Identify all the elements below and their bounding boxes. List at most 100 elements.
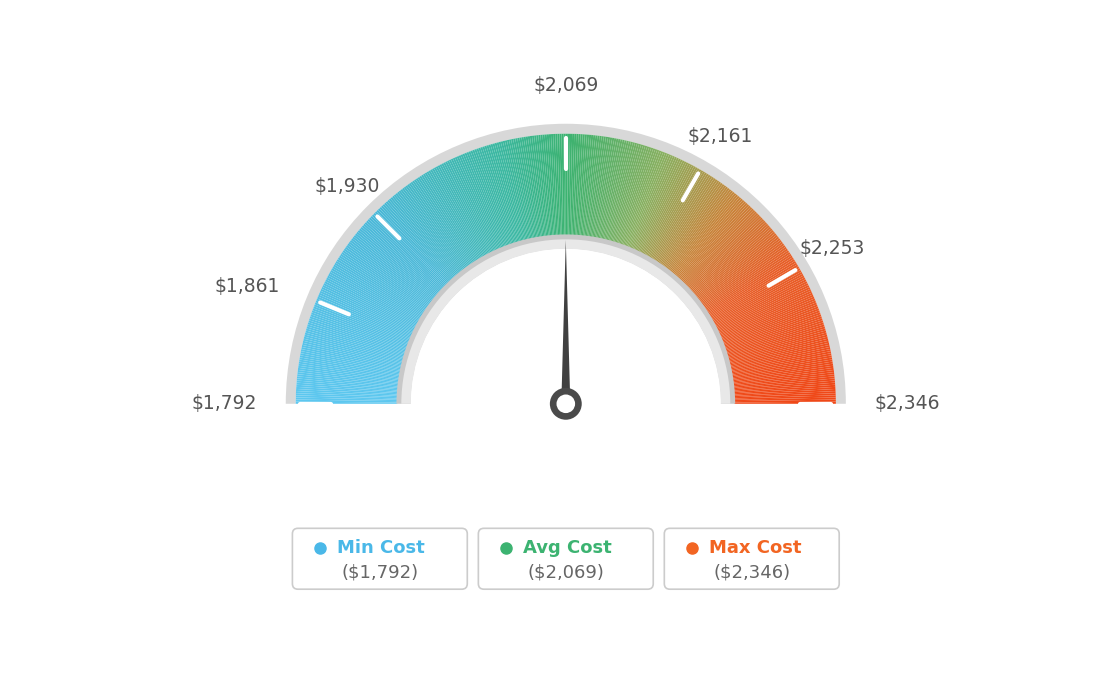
Wedge shape	[296, 395, 397, 400]
Wedge shape	[523, 137, 541, 237]
Wedge shape	[518, 138, 537, 238]
Wedge shape	[640, 161, 687, 253]
Wedge shape	[296, 389, 397, 396]
Wedge shape	[299, 359, 400, 377]
Wedge shape	[490, 144, 520, 242]
Wedge shape	[339, 255, 425, 313]
Wedge shape	[654, 173, 709, 261]
Wedge shape	[349, 241, 432, 304]
Wedge shape	[314, 306, 408, 344]
Wedge shape	[298, 364, 400, 380]
Wedge shape	[421, 175, 477, 262]
Wedge shape	[396, 235, 735, 404]
Wedge shape	[388, 200, 456, 277]
Wedge shape	[546, 135, 555, 236]
Wedge shape	[715, 282, 807, 328]
Wedge shape	[296, 391, 397, 397]
Wedge shape	[492, 144, 521, 242]
Wedge shape	[619, 148, 654, 245]
Wedge shape	[671, 193, 736, 273]
Wedge shape	[375, 211, 448, 285]
Wedge shape	[423, 173, 478, 261]
Wedge shape	[297, 378, 399, 389]
Wedge shape	[551, 134, 558, 236]
Wedge shape	[359, 228, 438, 295]
Wedge shape	[300, 353, 401, 373]
Wedge shape	[652, 172, 707, 260]
Wedge shape	[715, 279, 806, 328]
Wedge shape	[734, 395, 836, 400]
Wedge shape	[577, 135, 587, 236]
Wedge shape	[680, 206, 751, 281]
Wedge shape	[507, 140, 530, 239]
Wedge shape	[662, 183, 723, 267]
Wedge shape	[602, 140, 625, 239]
Wedge shape	[590, 137, 606, 237]
Wedge shape	[733, 382, 836, 392]
Wedge shape	[505, 140, 529, 240]
Wedge shape	[607, 142, 635, 242]
Wedge shape	[360, 227, 438, 295]
Wedge shape	[342, 250, 427, 309]
Wedge shape	[625, 151, 664, 247]
Text: $2,346: $2,346	[874, 394, 941, 413]
Text: Max Cost: Max Cost	[709, 539, 802, 557]
Wedge shape	[414, 179, 473, 265]
Wedge shape	[412, 180, 471, 266]
Wedge shape	[637, 159, 682, 252]
Wedge shape	[732, 362, 832, 379]
Wedge shape	[297, 380, 399, 391]
Wedge shape	[734, 402, 836, 404]
Wedge shape	[299, 362, 400, 379]
Wedge shape	[719, 293, 813, 336]
Text: $2,069: $2,069	[533, 76, 598, 95]
Wedge shape	[616, 146, 649, 244]
Wedge shape	[337, 259, 424, 315]
Wedge shape	[509, 139, 532, 239]
Wedge shape	[344, 247, 429, 307]
Wedge shape	[540, 135, 551, 236]
Wedge shape	[309, 316, 406, 351]
Wedge shape	[399, 190, 463, 272]
Wedge shape	[341, 252, 426, 310]
Wedge shape	[362, 225, 439, 293]
Wedge shape	[725, 320, 824, 353]
Wedge shape	[302, 343, 402, 367]
Wedge shape	[673, 196, 740, 275]
Wedge shape	[708, 257, 794, 314]
Wedge shape	[718, 287, 810, 332]
Wedge shape	[701, 244, 784, 305]
Wedge shape	[513, 139, 534, 239]
Wedge shape	[382, 204, 453, 280]
Wedge shape	[322, 285, 415, 331]
Wedge shape	[534, 135, 548, 237]
Wedge shape	[635, 157, 679, 251]
Wedge shape	[733, 378, 835, 389]
Wedge shape	[296, 393, 397, 399]
Wedge shape	[591, 137, 608, 237]
Wedge shape	[408, 183, 469, 267]
Text: $2,253: $2,253	[800, 239, 866, 258]
Wedge shape	[672, 195, 737, 274]
Wedge shape	[578, 135, 590, 236]
Text: $2,161: $2,161	[687, 126, 753, 146]
Wedge shape	[711, 266, 799, 319]
Wedge shape	[714, 275, 805, 325]
Wedge shape	[572, 134, 578, 236]
Wedge shape	[312, 308, 408, 346]
Wedge shape	[304, 337, 403, 363]
Wedge shape	[555, 134, 561, 236]
Polygon shape	[561, 240, 571, 417]
Wedge shape	[709, 263, 797, 317]
Wedge shape	[364, 222, 442, 292]
Wedge shape	[307, 324, 405, 355]
Wedge shape	[475, 149, 510, 246]
Wedge shape	[582, 135, 593, 237]
Wedge shape	[629, 153, 669, 248]
Wedge shape	[726, 324, 825, 355]
Wedge shape	[618, 147, 651, 244]
Wedge shape	[301, 347, 402, 370]
Wedge shape	[656, 176, 712, 262]
Wedge shape	[668, 189, 731, 271]
Wedge shape	[714, 277, 806, 326]
